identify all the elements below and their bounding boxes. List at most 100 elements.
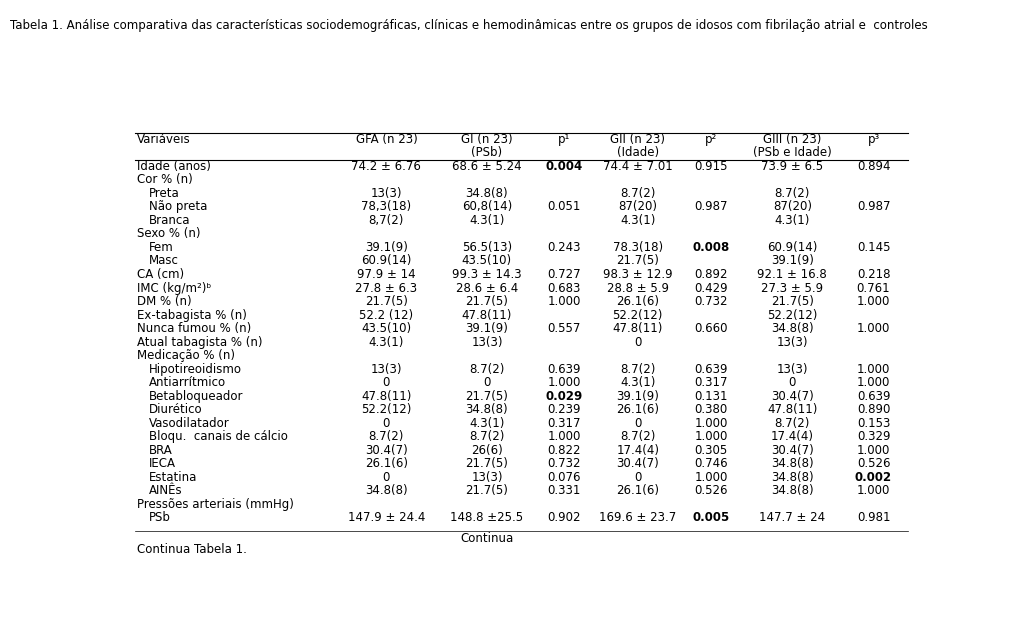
Text: 8.7(2): 8.7(2) [620, 187, 656, 200]
Text: 21.7(5): 21.7(5) [365, 295, 408, 308]
Text: 4.3(1): 4.3(1) [469, 214, 505, 227]
Text: p²: p² [705, 133, 718, 146]
Text: 30.4(7): 30.4(7) [771, 444, 813, 457]
Text: 39.1(9): 39.1(9) [465, 322, 508, 335]
Text: 0.005: 0.005 [692, 511, 730, 524]
Text: 0: 0 [383, 417, 390, 430]
Text: 0.002: 0.002 [855, 470, 892, 484]
Text: 13(3): 13(3) [777, 336, 808, 349]
Text: 0.526: 0.526 [694, 484, 728, 497]
Text: 73.9 ± 6.5: 73.9 ± 6.5 [761, 160, 824, 173]
Text: 27.3 ± 5.9: 27.3 ± 5.9 [761, 281, 824, 295]
Text: Não preta: Não preta [150, 200, 208, 213]
Text: 0.305: 0.305 [694, 444, 728, 457]
Text: DM % (n): DM % (n) [136, 295, 191, 308]
Text: 26(6): 26(6) [471, 444, 503, 457]
Text: GII (n 23): GII (n 23) [610, 133, 665, 146]
Text: Continua: Continua [460, 532, 513, 545]
Text: 1.000: 1.000 [857, 322, 890, 335]
Text: 47.8(11): 47.8(11) [361, 389, 411, 402]
Text: 34.8(8): 34.8(8) [771, 470, 813, 484]
Text: 17.4(4): 17.4(4) [616, 444, 660, 457]
Text: 1.000: 1.000 [857, 376, 890, 389]
Text: 47.8(11): 47.8(11) [462, 308, 512, 321]
Text: 21.7(5): 21.7(5) [616, 255, 659, 268]
Text: 26.1(6): 26.1(6) [616, 403, 660, 416]
Text: 21.7(5): 21.7(5) [465, 484, 508, 497]
Text: 1.000: 1.000 [857, 363, 890, 376]
Text: 8.7(2): 8.7(2) [469, 430, 505, 443]
Text: 1.000: 1.000 [857, 444, 890, 457]
Text: 13(3): 13(3) [777, 363, 808, 376]
Text: 147.7 ± 24: 147.7 ± 24 [759, 511, 826, 524]
Text: Preta: Preta [150, 187, 180, 200]
Text: 52.2(12): 52.2(12) [361, 403, 411, 416]
Text: 21.7(5): 21.7(5) [465, 295, 508, 308]
Text: 0: 0 [634, 336, 641, 349]
Text: 87(20): 87(20) [773, 200, 811, 213]
Text: 0.660: 0.660 [694, 322, 728, 335]
Text: 97.9 ± 14: 97.9 ± 14 [357, 268, 415, 281]
Text: 78,3(18): 78,3(18) [361, 200, 411, 213]
Text: 0.902: 0.902 [548, 511, 581, 524]
Text: 26.1(6): 26.1(6) [616, 484, 660, 497]
Text: 8.7(2): 8.7(2) [775, 417, 810, 430]
Text: 60.9(14): 60.9(14) [361, 255, 411, 268]
Text: IECA: IECA [150, 457, 176, 470]
Text: 0.890: 0.890 [857, 403, 890, 416]
Text: 1.000: 1.000 [694, 470, 728, 484]
Text: Estatina: Estatina [150, 470, 197, 484]
Text: 0.239: 0.239 [548, 403, 581, 416]
Text: 8.7(2): 8.7(2) [775, 187, 810, 200]
Text: 0.981: 0.981 [857, 511, 891, 524]
Text: 0.683: 0.683 [548, 281, 581, 295]
Text: 0: 0 [484, 376, 491, 389]
Text: GI (n 23): GI (n 23) [461, 133, 513, 146]
Text: 0.732: 0.732 [548, 457, 581, 470]
Text: 34.8(8): 34.8(8) [771, 484, 813, 497]
Text: (PSb): (PSb) [471, 146, 503, 159]
Text: 92.1 ± 16.8: 92.1 ± 16.8 [757, 268, 828, 281]
Text: 47.8(11): 47.8(11) [613, 322, 663, 335]
Text: (PSb e Idade): (PSb e Idade) [753, 146, 832, 159]
Text: 30.4(7): 30.4(7) [616, 457, 659, 470]
Text: 1.000: 1.000 [548, 430, 581, 443]
Text: 52.2 (12): 52.2 (12) [359, 308, 413, 321]
Text: 0.008: 0.008 [692, 241, 730, 254]
Text: 60,8(14): 60,8(14) [462, 200, 512, 213]
Text: 56.5(13): 56.5(13) [462, 241, 512, 254]
Text: 21.7(5): 21.7(5) [771, 295, 813, 308]
Text: 8.7(2): 8.7(2) [369, 430, 404, 443]
Text: 8.7(2): 8.7(2) [469, 363, 505, 376]
Text: 0.429: 0.429 [694, 281, 728, 295]
Text: 1.000: 1.000 [548, 295, 581, 308]
Text: 21.7(5): 21.7(5) [465, 389, 508, 402]
Text: Diurético: Diurético [150, 403, 203, 416]
Text: 4.3(1): 4.3(1) [369, 336, 404, 349]
Text: 8.7(2): 8.7(2) [620, 430, 656, 443]
Text: 0.329: 0.329 [857, 430, 891, 443]
Text: Variáveis: Variáveis [136, 133, 190, 146]
Text: 4.3(1): 4.3(1) [775, 214, 810, 227]
Text: Atual tabagista % (n): Atual tabagista % (n) [136, 336, 263, 349]
Text: 68.6 ± 5.24: 68.6 ± 5.24 [452, 160, 522, 173]
Text: 0.557: 0.557 [548, 322, 581, 335]
Text: Idade (anos): Idade (anos) [136, 160, 211, 173]
Text: BRA: BRA [150, 444, 173, 457]
Text: AINÊs: AINÊs [150, 484, 183, 497]
Text: CA (cm): CA (cm) [136, 268, 184, 281]
Text: Branca: Branca [150, 214, 190, 227]
Text: 0.639: 0.639 [694, 363, 728, 376]
Text: 0.331: 0.331 [548, 484, 581, 497]
Text: 0.746: 0.746 [694, 457, 728, 470]
Text: Medicação % (n): Medicação % (n) [136, 349, 235, 362]
Text: Continua Tabela 1.: Continua Tabela 1. [136, 544, 246, 557]
Text: 13(3): 13(3) [471, 470, 503, 484]
Text: IMC (kg/m²)ᵇ: IMC (kg/m²)ᵇ [136, 281, 211, 295]
Text: 0.732: 0.732 [694, 295, 728, 308]
Text: Fem: Fem [150, 241, 174, 254]
Text: GFA (n 23): GFA (n 23) [355, 133, 417, 146]
Text: 0.761: 0.761 [857, 281, 891, 295]
Text: 30.4(7): 30.4(7) [771, 389, 813, 402]
Text: 0.131: 0.131 [694, 389, 728, 402]
